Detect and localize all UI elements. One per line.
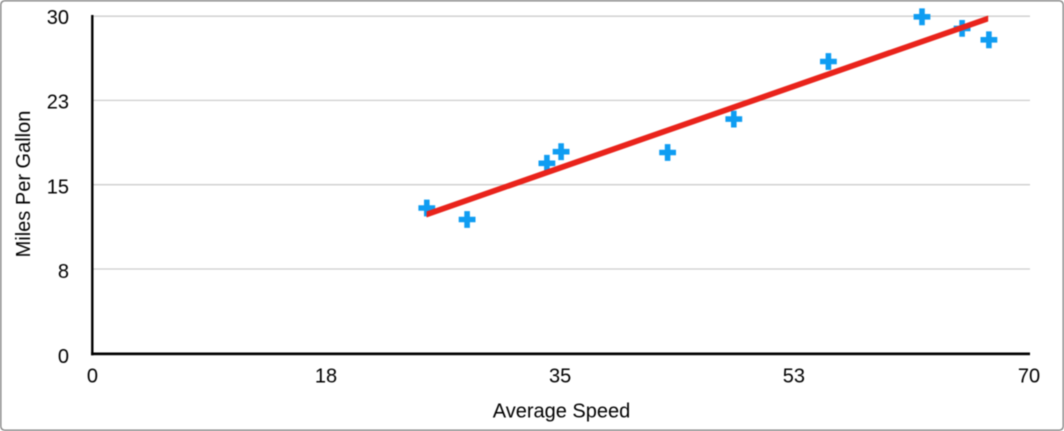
svg-text:18: 18 bbox=[315, 366, 337, 388]
svg-text:23: 23 bbox=[47, 92, 69, 114]
svg-text:15: 15 bbox=[47, 176, 69, 198]
svg-text:30: 30 bbox=[47, 7, 69, 29]
svg-text:0: 0 bbox=[58, 346, 69, 368]
svg-text:Average Speed: Average Speed bbox=[493, 401, 631, 423]
svg-text:8: 8 bbox=[58, 261, 69, 283]
svg-text:0: 0 bbox=[87, 366, 98, 388]
svg-text:53: 53 bbox=[783, 366, 805, 388]
svg-text:Miles Per Gallon: Miles Per Gallon bbox=[13, 111, 35, 258]
svg-text:35: 35 bbox=[549, 366, 571, 388]
svg-text:70: 70 bbox=[1018, 366, 1040, 388]
